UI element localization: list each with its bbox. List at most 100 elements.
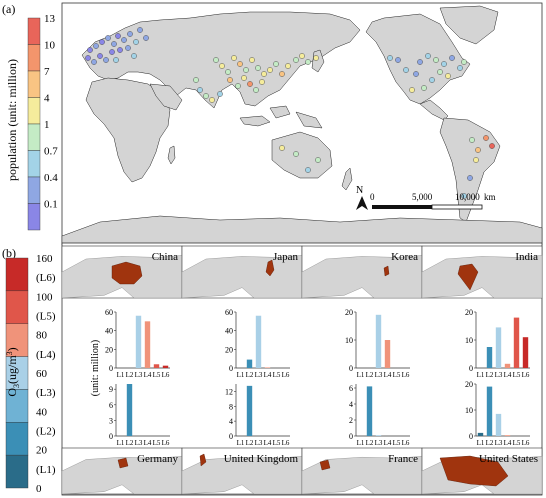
bar-L6 [162,365,169,368]
city-point [273,61,279,67]
country-label: China [152,251,178,263]
x-tick-label: L4 [504,439,512,447]
x-tick-label: L5 [393,439,401,447]
scale-tick-10000: 10,000 [455,192,480,202]
bar-chart-united-kingdom: 0 4 8 12 L1 L2 L3 L4 L5 L6 [225,384,290,447]
bar-chart-germany: 0 3 6 9 L1 L2 L3 L4 L5 L6 [109,384,170,447]
bar-L6 [522,337,529,368]
y-tick-label: 60 [105,308,113,317]
ozone-tick-label: 20 [36,445,48,457]
city-point [117,47,123,53]
ozone-colorbar-title: O3(ug/m3) [5,347,21,396]
x-tick-label: L6 [282,371,290,379]
city-point [267,67,273,73]
y-tick-label: 0 [229,432,233,441]
x-tick-label: L6 [402,371,410,379]
city-point [461,59,467,65]
bar-L3 [495,413,502,436]
country-map-india: India [421,245,543,299]
city-point [225,69,231,75]
city-point [403,67,409,73]
city-point [137,27,143,33]
bar-L4 [144,321,151,368]
scale-tick-0: 0 [370,192,375,202]
city-point [87,47,93,53]
highlighted-country [383,265,390,277]
x-tick-label: L3 [375,371,383,379]
highlighted-country [265,259,275,277]
x-tick-label: L2 [126,439,134,447]
x-tick-label: L3 [375,439,383,447]
city-point [143,35,149,41]
bar-L3 [375,435,382,436]
x-tick-label: L5 [513,371,521,379]
ozone-tick-label: (L6) [36,272,56,284]
country-map-germany: Germany [61,447,183,495]
city-point [445,73,451,79]
city-point [241,75,247,81]
population-tick-label: 0.1 [44,199,58,211]
city-point [475,147,481,153]
bar-chart-japan: 0 20 40 60 L1 L2 L3 L4 L5 L6 [225,308,290,379]
x-tick-label: L4 [504,371,512,379]
y-tick-label: 9 [109,385,113,394]
x-tick-label: L4 [264,371,272,379]
bar-chart-india: 0 10 20 L1 L2 L3 L4 L5 L6 [465,308,530,379]
ozone-tick-label: 160 [36,253,53,265]
city-point [413,71,419,77]
svg-text:N: N [356,185,363,196]
y-tick-label: 0 [109,432,113,441]
ozone-tick-label: 100 [36,291,53,303]
country-map-france: France [301,447,423,495]
city-point [489,143,495,149]
x-tick-label: L4 [144,371,152,379]
bar-L3 [495,327,502,368]
city-point [247,81,253,87]
city-point [203,93,209,99]
city-point [127,31,133,37]
x-tick-label: L5 [513,439,521,447]
city-point [279,71,285,77]
city-point [113,57,119,63]
population-tick-label: 1 [44,119,50,131]
city-point [417,59,423,65]
x-tick-label: L6 [402,439,410,447]
y-tick-label: 40 [225,327,233,336]
city-point [125,45,131,51]
city-point [315,157,321,163]
ozone-tick-label: 80 [36,330,48,342]
population-tick-label: 0.7 [44,146,58,158]
x-tick-label: L3 [255,371,263,379]
y-tick-label: 0 [349,432,353,441]
city-point [467,175,473,181]
country-label: United States [479,453,538,465]
highlighted-country [457,263,479,291]
city-point [429,77,435,83]
x-tick-label: L2 [126,371,134,379]
x-tick-label: L3 [135,439,143,447]
x-tick-label: L5 [273,371,281,379]
city-point [237,61,243,67]
country-map-united-kingdom: United Kingdom [181,447,303,495]
city-point [93,43,99,49]
x-tick-label: L2 [366,439,374,447]
x-tick-label: L1 [237,439,245,447]
y-tick-label: 20 [465,308,473,317]
highlighted-country [439,455,509,487]
city-point [231,55,237,61]
world-map [61,2,543,246]
city-point [115,33,121,39]
city-point [279,145,285,151]
x-tick-label: L5 [153,371,161,379]
city-point [441,61,447,67]
city-points [85,27,495,199]
city-point [133,39,139,45]
population-tick-label: 10 [44,40,56,52]
y-tick-label: 0 [469,364,473,373]
city-point [219,63,225,69]
north-arrow: N [356,185,368,210]
population-color-step [27,70,41,98]
city-point [437,69,443,75]
x-tick-label: L1 [237,371,245,379]
